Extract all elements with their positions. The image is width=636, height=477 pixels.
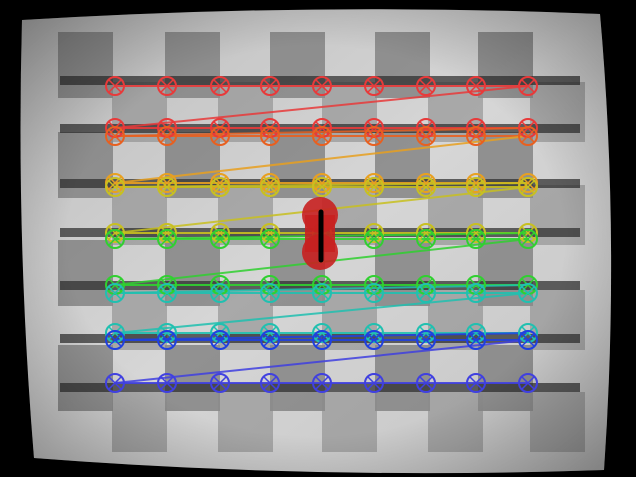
- corner-marker-icon: [312, 330, 332, 350]
- corner-marker-icon: [105, 223, 125, 243]
- corner-marker-icon: [466, 229, 486, 249]
- corner-marker-icon: [518, 229, 538, 249]
- corner-marker-icon: [364, 76, 384, 96]
- corner-marker-icon: [364, 126, 384, 146]
- red-pin-marker-icon: [302, 197, 338, 270]
- corner-marker-icon: [157, 373, 177, 393]
- corner-marker-icon: [157, 126, 177, 146]
- corner-marker-icon: [105, 229, 125, 249]
- corner-marker-icon: [312, 177, 332, 197]
- corner-marker-icon: [210, 330, 230, 350]
- corner-marker-icon: [466, 76, 486, 96]
- corner-marker-icon: [105, 76, 125, 96]
- corner-marker-icon: [210, 283, 230, 303]
- corner-marker-icon: [105, 283, 125, 303]
- corner-marker-icon: [416, 126, 436, 146]
- corner-marker-icon: [518, 330, 538, 350]
- corner-link-line: [114, 339, 529, 384]
- corner-marker-icon: [105, 126, 125, 146]
- corner-marker-icon: [364, 330, 384, 350]
- corner-marker-icon: [518, 177, 538, 197]
- corner-marker-icon: [157, 177, 177, 197]
- corner-link-line: [114, 127, 529, 137]
- corner-marker-icon: [312, 373, 332, 393]
- corner-marker-icon: [416, 177, 436, 197]
- corner-marker-icon: [518, 373, 538, 393]
- corner-marker-icon: [364, 373, 384, 393]
- corner-marker-icon: [210, 76, 230, 96]
- corner-marker-icon: [364, 283, 384, 303]
- corner-marker-icon: [157, 283, 177, 303]
- corner-marker-icon: [105, 330, 125, 350]
- corner-marker-icon: [260, 283, 280, 303]
- corner-marker-icon: [416, 283, 436, 303]
- corner-marker-icon: [518, 283, 538, 303]
- corner-link-line: [114, 135, 529, 184]
- corner-link-line: [114, 182, 529, 188]
- corner-marker-icon: [105, 373, 125, 393]
- corner-marker-icon: [466, 283, 486, 303]
- corner-marker-icon: [157, 330, 177, 350]
- corner-marker-icon: [105, 177, 125, 197]
- corner-marker-icon: [157, 76, 177, 96]
- corner-link-line: [114, 284, 529, 294]
- corner-link-line: [114, 85, 529, 129]
- corner-marker-icon: [466, 330, 486, 350]
- corner-marker-icon: [364, 177, 384, 197]
- corner-marker-icon: [364, 229, 384, 249]
- corner-marker-icon: [466, 373, 486, 393]
- corner-marker-icon: [416, 330, 436, 350]
- corner-marker-icon: [518, 76, 538, 96]
- corner-marker-icon: [260, 223, 280, 243]
- corner-links: [114, 85, 529, 384]
- corner-marker-icon: [312, 76, 332, 96]
- corner-marker-icon: [518, 126, 538, 146]
- corner-marker-icon: [416, 373, 436, 393]
- corner-marker-icon: [210, 177, 230, 197]
- corner-marker-icon: [260, 373, 280, 393]
- corner-marker-icon: [312, 283, 332, 303]
- corner-marker-icon: [364, 223, 384, 243]
- corner-marker-icon: [210, 223, 230, 243]
- corner-marker-icon: [260, 76, 280, 96]
- corner-marker-icon: [260, 330, 280, 350]
- corner-marker-icon: [518, 223, 538, 243]
- corner-marker-icon: [260, 126, 280, 146]
- corner-marker-icon: [416, 229, 436, 249]
- corner-marker-icon: [466, 223, 486, 243]
- corner-marker-icon: [260, 229, 280, 249]
- corner-link-line: [114, 292, 529, 334]
- corner-marker-icon: [466, 126, 486, 146]
- corner-marker-icon: [466, 177, 486, 197]
- corner-marker-icon: [260, 177, 280, 197]
- corner-marker-icon: [210, 229, 230, 249]
- corner-marker-icon: [157, 223, 177, 243]
- corner-marker-icon: [210, 126, 230, 146]
- corner-marker-icon: [416, 76, 436, 96]
- corner-link-line: [114, 332, 529, 341]
- detected-corners: [105, 76, 538, 393]
- corner-marker-icon: [157, 229, 177, 249]
- corner-marker-icon: [312, 126, 332, 146]
- corner-marker-icon: [416, 223, 436, 243]
- corner-marker-icon: [210, 373, 230, 393]
